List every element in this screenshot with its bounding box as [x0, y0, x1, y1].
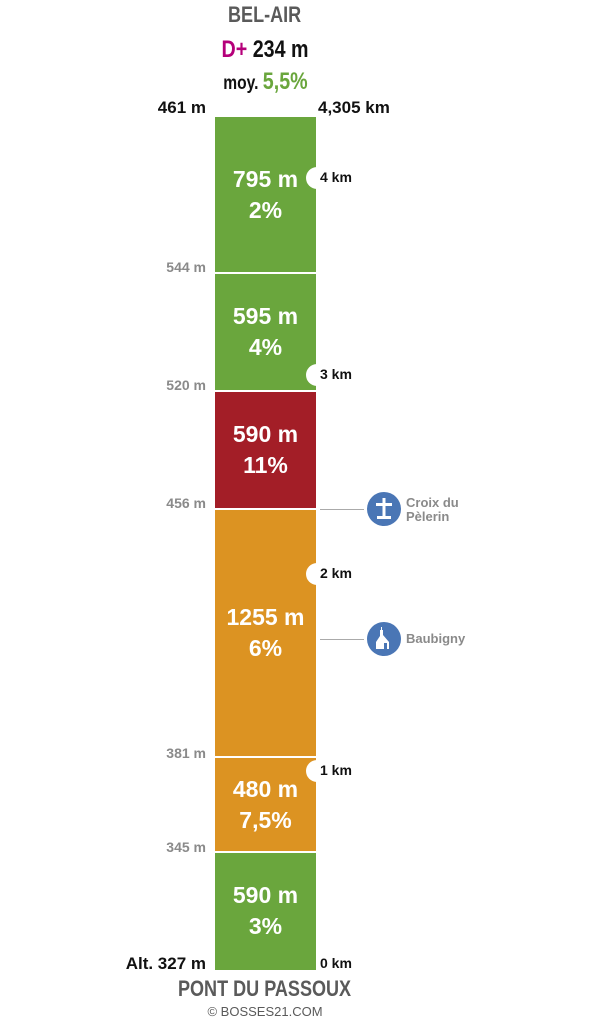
gain-value: 234 m — [252, 36, 309, 63]
segment-divider — [215, 851, 316, 853]
segment-divider — [215, 508, 316, 510]
elevation-gain: D+ 234 m — [0, 36, 530, 64]
segment-length: 590 m — [232, 882, 299, 908]
total-distance: 4,305 km — [318, 98, 390, 117]
segment-grade: 3% — [248, 913, 283, 939]
segment-6: 590 m 3% — [215, 852, 316, 970]
segment-divider — [215, 390, 316, 392]
km-notch — [306, 563, 326, 585]
segment-length: 1255 m — [226, 604, 305, 630]
segment-divider — [215, 756, 316, 758]
cross-icon — [367, 492, 401, 526]
segment-length: 590 m — [232, 421, 299, 447]
start-name: PONT DU PASSOUX — [0, 976, 530, 1002]
altitude-label: 456 m — [166, 495, 206, 511]
segment-2: 595 m 4% — [215, 273, 316, 391]
poi-label-croix: Croix du Pèlerin — [406, 495, 459, 524]
segment-1: 795 m 2% — [215, 117, 316, 273]
km-marker-4: 4 km — [306, 167, 366, 189]
km-label: 2 km — [320, 565, 352, 581]
segment-3: 590 m 11% — [215, 391, 316, 509]
profile-column: 795 m 2% 595 m 4% 590 m 11% 1255 m 6% 48… — [215, 117, 316, 970]
segment-4: 1255 m 6% — [215, 509, 316, 757]
segment-length: 795 m — [232, 166, 299, 192]
km-label: 3 km — [320, 366, 352, 382]
km-label: 1 km — [320, 762, 352, 778]
segment-5: 480 m 7,5% — [215, 757, 316, 852]
km-marker-1: 1 km — [306, 760, 366, 782]
avg-value: 5,5% — [262, 68, 308, 95]
altitude-label: 544 m — [166, 259, 206, 275]
summit-name-text: BEL-AIR — [228, 2, 302, 27]
start-name-text: PONT DU PASSOUX — [178, 976, 352, 1001]
segment-divider — [215, 272, 316, 274]
segment-grade: 4% — [248, 334, 283, 360]
segment-length: 480 m — [232, 775, 299, 802]
altitude-label: 520 m — [166, 377, 206, 393]
km-notch — [306, 364, 326, 386]
km-notch — [306, 167, 326, 189]
gain-prefix: D+ — [221, 36, 248, 63]
copyright: © BOSSES21.COM — [207, 1004, 323, 1019]
segment-grade: 2% — [248, 197, 283, 223]
avg-prefix: moy. — [222, 73, 259, 94]
segment-length: 595 m — [232, 303, 299, 329]
altitude-label: 381 m — [166, 745, 206, 761]
poi-leader-line — [320, 509, 364, 510]
start-altitude: Alt. 327 m — [125, 954, 206, 973]
church-icon — [367, 622, 401, 656]
segment-grade: 11% — [243, 452, 288, 478]
poi-leader-line — [320, 639, 364, 640]
km-marker-0: 0 km — [306, 953, 366, 975]
summit-name: BEL-AIR — [0, 2, 530, 28]
segment-grade: 7,5% — [239, 806, 292, 833]
average-grade: moy. 5,5% — [0, 68, 530, 96]
km-label: 4 km — [320, 169, 352, 185]
km-marker-3: 3 km — [306, 364, 366, 386]
km-marker-2: 2 km — [306, 563, 366, 585]
km-notch — [306, 760, 326, 782]
km-label: 0 km — [320, 955, 352, 971]
altitude-label: 345 m — [166, 839, 206, 855]
poi-label-baubigny: Baubigny — [406, 631, 466, 646]
segment-grade: 6% — [248, 635, 283, 661]
top-altitude: 461 m — [157, 98, 206, 117]
